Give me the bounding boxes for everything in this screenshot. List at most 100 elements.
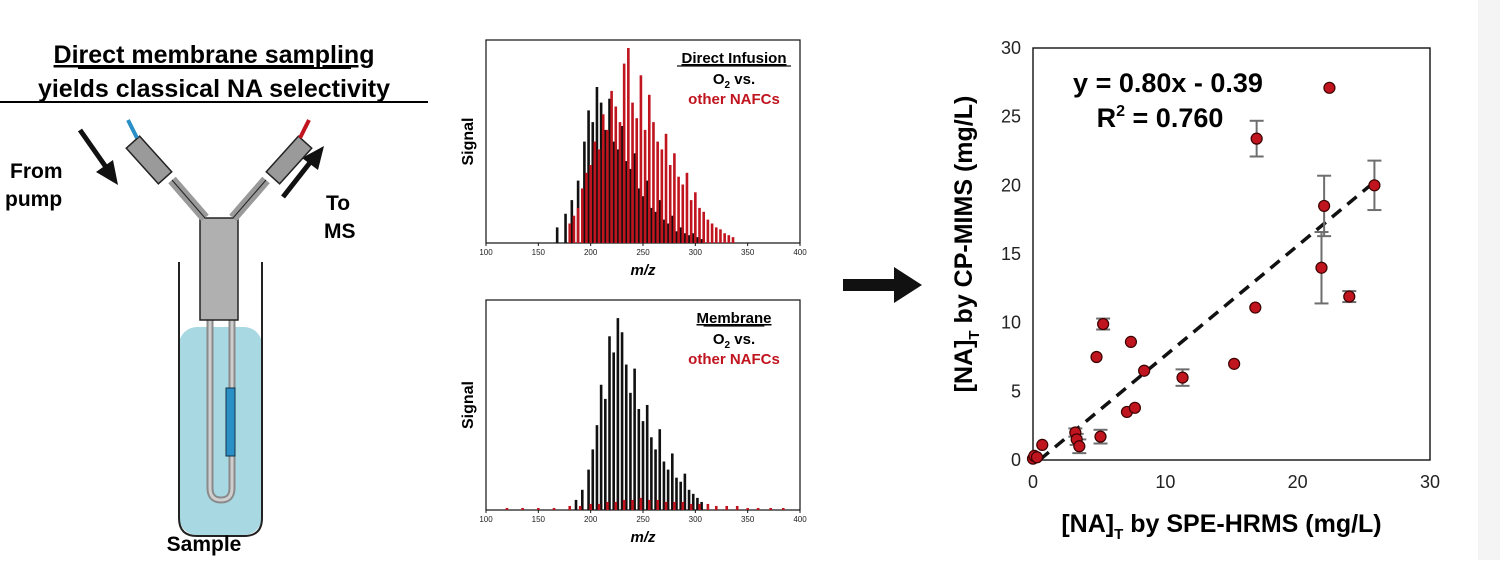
nafc-bar [706, 503, 710, 510]
from-label-line1: From [10, 160, 63, 183]
fit-equation: y = 0.80x - 0.39 [1073, 68, 1263, 98]
o2-bar [696, 497, 699, 510]
nafc-bar [689, 503, 693, 510]
o2-bar [587, 110, 590, 244]
y-tick-label: 0 [1011, 450, 1021, 470]
o2-bar [641, 196, 645, 243]
nafc-bar [681, 501, 685, 510]
probe-body [199, 217, 239, 321]
nafc-bar [639, 75, 643, 243]
o2-bar [570, 200, 574, 243]
nafc-bar [627, 48, 630, 243]
x-axis-label: m/z [630, 529, 656, 546]
x-tick-label: 20 [1288, 472, 1308, 492]
x-tick-label: 300 [689, 515, 703, 524]
nafc-bar [660, 149, 664, 243]
x-tick-label: 100 [479, 515, 493, 524]
o2-bar [675, 231, 678, 243]
o2-bar [683, 233, 687, 243]
o2-bar [654, 449, 657, 510]
y-tick-label: 25 [1001, 107, 1021, 127]
inlet-fitting [125, 135, 173, 185]
o2-bar [599, 384, 603, 510]
data-point [1138, 364, 1151, 377]
data-point [1030, 451, 1044, 464]
membrane-segment [225, 387, 236, 457]
data-point [1315, 261, 1328, 274]
to-label-line1: To [326, 192, 350, 215]
sample-vial [178, 262, 263, 537]
nafc-bar [589, 165, 592, 243]
nafc-bar [727, 235, 731, 243]
nafc-bar [606, 129, 609, 243]
nafc-bar [698, 503, 701, 510]
o2-bar [612, 141, 615, 243]
o2-bar [612, 352, 615, 510]
nafc-bar [635, 118, 639, 243]
o2-bar [654, 211, 657, 243]
correlation-scatter-plot: 0 10 20 30 0 5 10 15 20 25 30 y = 0.80x - 0.39 R2 = … [950, 38, 1440, 543]
y-axis-label: [NA]T by CP-MIMS (mg/L) [950, 96, 983, 393]
x-tick-label: 200 [584, 248, 598, 257]
y-tick-label: 15 [1001, 244, 1021, 264]
nafc-bar [622, 499, 626, 510]
membrane-spectrum: 100 150 200 250 300 350 400 m/z Signal Membrane O2… [460, 299, 807, 546]
x-tick-label: 10 [1155, 472, 1175, 492]
right-arrow-icon [843, 267, 922, 303]
y-tick-label: 5 [1011, 381, 1021, 401]
legend-nafc-line: other NAFCs [688, 91, 780, 108]
o2-bar [555, 227, 559, 243]
y-axis-label: Signal [460, 117, 477, 165]
data-point [1128, 401, 1141, 414]
data-point [1250, 132, 1263, 145]
vial-outline [178, 262, 263, 537]
nafc-bar [643, 129, 647, 243]
x-tick-label: 400 [793, 248, 807, 257]
nafc-bar [521, 507, 524, 510]
nafc-bar [505, 507, 509, 510]
outlet-line-red [298, 119, 311, 139]
o2-bar [624, 161, 628, 243]
o2-bar [599, 102, 603, 243]
data-point [1124, 335, 1138, 348]
nafc-bar [552, 507, 556, 510]
legend-o2-line: O2 vs. [713, 71, 755, 91]
legend-title: Direct Infusion [681, 50, 786, 67]
nafc-bar [714, 227, 718, 243]
nafc-bar [656, 141, 659, 243]
nafc-bar [735, 505, 739, 510]
o2-bar [687, 235, 691, 243]
nafc-bar [689, 200, 693, 243]
o2-bar [650, 437, 653, 510]
o2-bar [620, 126, 624, 243]
x-axis-label: [NA]T by SPE-HRMS (mg/L) [1061, 510, 1381, 543]
nafc-bar [639, 497, 643, 510]
panel-title-line1: Direct membrane sampling [54, 41, 375, 69]
o2-bar [633, 368, 636, 510]
apparatus-panel: Direct membrane sampling yields classica… [0, 41, 428, 556]
nafc-bar [601, 114, 605, 243]
nafc-bar [606, 501, 609, 510]
x-tick-label: 30 [1420, 472, 1440, 492]
x-tick-label: 350 [741, 515, 755, 524]
nafc-bar [756, 507, 760, 510]
x-tick-label: 350 [741, 248, 755, 257]
nafc-bar [572, 215, 576, 243]
data-point [1073, 440, 1086, 453]
nafc-bar [723, 233, 726, 243]
o2-bar [650, 207, 653, 243]
nafc-bar [593, 141, 597, 243]
o2-bar [687, 489, 691, 510]
from-label-line2: pump [5, 188, 62, 211]
o2-bar [604, 398, 607, 510]
x-tick-label: 100 [479, 248, 493, 257]
nafc-bar [677, 176, 680, 243]
direct-infusion-spectrum: 100 150 200 250 300 350 400 m/z Signal Direct Inf… [460, 39, 807, 279]
o2-bar [675, 477, 678, 510]
o2-bar [616, 318, 620, 510]
o2-bar [671, 453, 674, 510]
o2-bar [700, 239, 703, 243]
nafc-bar [652, 122, 655, 243]
panel-title-line2: yields classical NA selectivity [38, 75, 390, 103]
